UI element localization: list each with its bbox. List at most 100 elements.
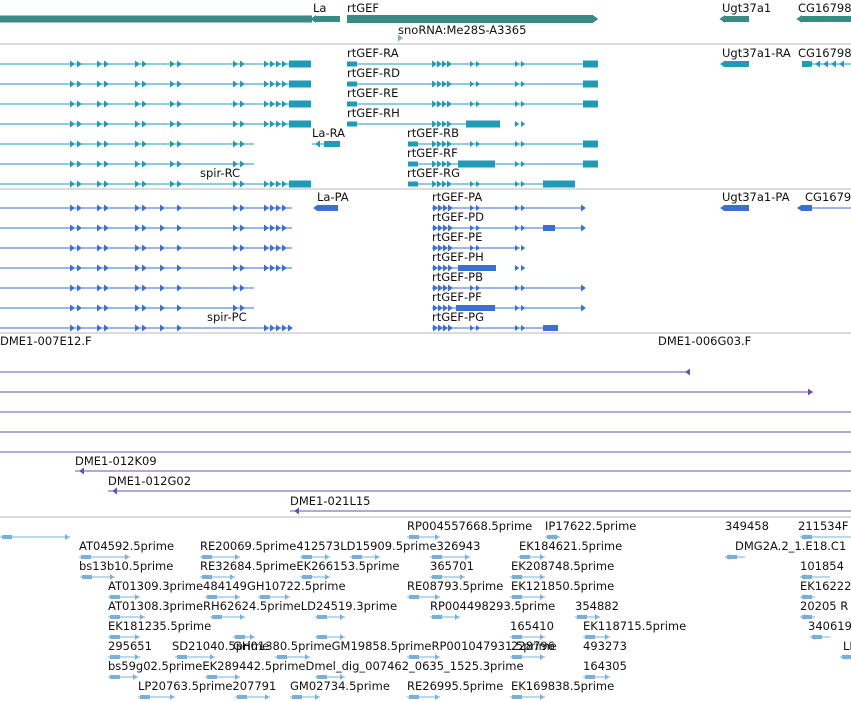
est-label: 101854 [800, 559, 844, 573]
strand-plus-icon [240, 120, 245, 128]
strand-plus-icon [135, 180, 140, 188]
clone-track[interactable]: DME1-007E12.F DME1-006G03.F DME1-012K09 DME… [0, 334, 851, 515]
strand-plus-icon [70, 324, 75, 332]
gene-bar [316, 16, 340, 22]
strand-plus-icon [97, 224, 102, 232]
strand-plus-icon [142, 244, 147, 252]
protein-track[interactable]: La-PA rtGEF-PA Ugt37a1-PA CG1679 rtGEF-PD rtG… [0, 190, 851, 332]
strand-plus-icon [135, 304, 140, 312]
strand-plus-icon [460, 574, 465, 580]
strand-plus-icon [142, 324, 147, 332]
strand-plus-icon [521, 205, 526, 211]
transcript-exon [289, 180, 311, 188]
gene-label: rtGEF [347, 1, 379, 15]
strand-plus-icon [240, 60, 245, 68]
strand-plus-icon [448, 284, 453, 292]
strand-plus-icon [276, 60, 281, 68]
strand-plus-icon [470, 225, 475, 231]
est-label: 165410 [510, 619, 554, 633]
strand-plus-icon [177, 264, 182, 272]
strand-plus-icon [177, 80, 182, 88]
strand-plus-icon [515, 101, 520, 107]
gene-bar [347, 15, 592, 23]
strand-plus-icon [276, 244, 281, 252]
strand-plus-icon [521, 305, 526, 311]
gene-track[interactable]: La rtGEF snoRNA:Me28S-A3365 Ugt37a1 CG16798 [0, 1, 851, 42]
strand-plus-icon [77, 284, 82, 292]
strand-plus-icon [177, 204, 182, 212]
strand-plus-icon [515, 305, 520, 311]
strand-plus-icon [264, 224, 269, 232]
est-block [317, 615, 327, 619]
strand-plus-icon [470, 285, 475, 291]
transcript-exon [347, 81, 357, 87]
strand-minus-icon [797, 204, 802, 212]
strand-plus-icon [443, 204, 448, 212]
strand-plus-icon [447, 160, 452, 168]
strand-plus-icon [447, 140, 452, 148]
strand-plus-icon [306, 15, 312, 23]
strand-plus-icon [97, 324, 102, 332]
strand-plus-icon [135, 284, 140, 292]
strand-plus-icon [476, 61, 481, 67]
strand-plus-icon [97, 284, 102, 292]
strand-plus-icon [97, 120, 102, 128]
strand-plus-icon [104, 160, 109, 168]
strand-plus-icon [282, 180, 287, 188]
strand-plus-icon [270, 120, 275, 128]
est-block [110, 595, 120, 599]
strand-plus-icon [432, 80, 437, 88]
strand-plus-icon [240, 224, 245, 232]
est-label: 211534F [798, 519, 849, 533]
strand-plus-icon [581, 204, 586, 212]
est-block [202, 575, 212, 579]
strand-plus-icon [455, 614, 460, 620]
transcript-exon [583, 100, 598, 108]
est-label: EK181235.5prime [108, 619, 211, 633]
strand-plus-icon [442, 80, 447, 88]
strand-plus-icon [448, 244, 453, 252]
clone-label: DME1-012G02 [108, 474, 191, 488]
protein-exon [543, 325, 558, 331]
strand-plus-icon [432, 140, 437, 148]
est-block [727, 555, 737, 559]
clone-label: DME1-006G03.F [658, 334, 751, 348]
strand-plus-icon [104, 80, 109, 88]
transcript-exon [347, 61, 357, 67]
strand-plus-icon [170, 694, 175, 700]
strand-plus-icon [438, 304, 443, 312]
strand-plus-icon [233, 100, 238, 108]
est-block [2, 535, 12, 539]
strand-plus-icon [581, 304, 586, 312]
protein-label: rtGEF-PB [432, 270, 483, 284]
strand-plus-icon [230, 574, 235, 580]
strand-plus-icon [233, 264, 238, 272]
strand-plus-icon [70, 244, 75, 252]
strand-plus-icon [470, 61, 475, 67]
est-block [237, 695, 247, 699]
strand-plus-icon [276, 324, 281, 332]
strand-plus-icon [142, 264, 147, 272]
clone-label: DME1-021L15 [290, 494, 371, 508]
strand-plus-icon [240, 244, 245, 252]
transcript-track[interactable]: rtGEF-RA Ugt37a1-RA CG16798 rtGEF-RD rtGEF-R… [0, 46, 851, 188]
est-track[interactable]: RP004557668.5prime IP17622.5prime 349458 21… [0, 519, 851, 700]
gene-label: CG16798 [798, 1, 851, 15]
est-block [409, 595, 419, 599]
strand-plus-icon [142, 284, 147, 292]
strand-plus-icon [177, 120, 182, 128]
strand-plus-icon [433, 244, 438, 252]
est-block [512, 695, 522, 699]
strand-plus-icon [160, 304, 165, 312]
est-block [207, 675, 217, 679]
strand-plus-icon [70, 224, 75, 232]
strand-plus-icon [581, 224, 586, 232]
strand-plus-icon [470, 325, 475, 331]
strand-plus-icon [250, 634, 255, 640]
clone-label: DME1-012K09 [75, 454, 157, 468]
strand-plus-icon [110, 574, 115, 580]
strand-plus-icon [270, 204, 275, 212]
strand-plus-icon [97, 160, 102, 168]
est-block [802, 535, 812, 539]
